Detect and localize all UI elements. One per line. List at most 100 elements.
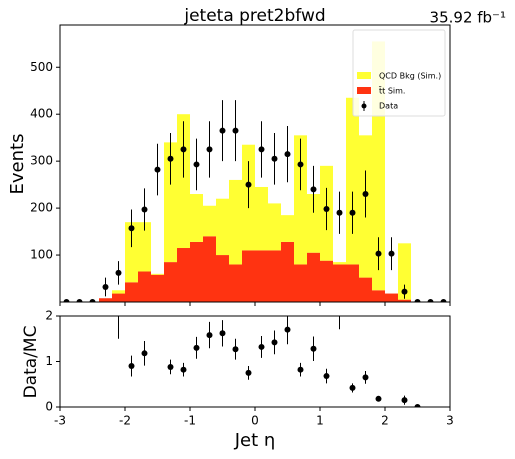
ratio-point bbox=[128, 363, 135, 370]
ratio-point bbox=[219, 330, 226, 337]
hist-bar bbox=[372, 290, 385, 302]
y-tick-label: 400 bbox=[30, 107, 53, 121]
data-point bbox=[128, 225, 135, 232]
ratio-y-axis-label: Data/MC bbox=[21, 326, 41, 399]
ratio-point bbox=[206, 332, 213, 339]
hist-bar bbox=[333, 262, 346, 265]
data-point bbox=[167, 155, 174, 162]
data-point bbox=[102, 283, 109, 290]
data-point bbox=[193, 161, 200, 168]
ratio-point bbox=[232, 346, 239, 353]
data-point bbox=[180, 146, 187, 153]
x-tick-label: -3 bbox=[54, 414, 66, 428]
data-point bbox=[284, 151, 291, 158]
ratio-point bbox=[271, 339, 278, 346]
hist-bar bbox=[125, 282, 138, 302]
data-point bbox=[297, 161, 304, 168]
ratio-point bbox=[258, 343, 265, 350]
main-frame bbox=[59, 24, 451, 303]
hist-bar bbox=[151, 274, 164, 302]
ratio-point bbox=[245, 369, 252, 376]
hist-bar bbox=[398, 299, 411, 302]
hist-bar bbox=[177, 248, 190, 302]
hist-bar bbox=[190, 194, 203, 242]
legend-swatch bbox=[357, 87, 371, 94]
data-point bbox=[232, 127, 239, 134]
data-point bbox=[76, 299, 83, 302]
legend-label: QCD Bkg (Sim.) bbox=[379, 72, 441, 81]
axes: 100 200 300 400 500 0 1 2 -3 -2 -1 0 1 2 3 bbox=[30, 60, 454, 428]
legend-marker bbox=[361, 103, 367, 109]
legend-label: t̄t Sim. bbox=[378, 85, 405, 95]
hist-bar bbox=[138, 271, 151, 302]
ratio-point bbox=[167, 363, 174, 370]
data-point bbox=[63, 299, 70, 302]
hist-bar bbox=[359, 277, 372, 302]
hist-bar bbox=[333, 264, 346, 302]
data-point bbox=[362, 191, 369, 198]
data-point bbox=[401, 288, 408, 295]
data-point bbox=[141, 206, 148, 213]
hist-bar bbox=[346, 264, 359, 302]
x-tick-label: -2 bbox=[119, 414, 131, 428]
data-point bbox=[271, 155, 278, 162]
hist-bar bbox=[190, 241, 203, 302]
chart-title: jeteta pret2bfwd bbox=[183, 6, 325, 26]
legend-label: Data bbox=[379, 102, 398, 111]
hist-bar bbox=[294, 264, 307, 302]
ratio-point bbox=[284, 326, 291, 333]
hist-bar bbox=[164, 262, 177, 302]
ratio-point bbox=[193, 344, 200, 351]
y-axis-label: Events bbox=[7, 134, 28, 195]
data-point bbox=[388, 250, 395, 257]
hist-bar bbox=[151, 273, 164, 275]
hist-bar bbox=[112, 293, 125, 302]
y-tick-label: 0 bbox=[45, 400, 53, 414]
hist-bar bbox=[242, 250, 255, 302]
ratio-point bbox=[401, 397, 408, 404]
data-point bbox=[375, 250, 382, 257]
hist-bar bbox=[307, 252, 320, 302]
legend-box bbox=[352, 29, 446, 117]
data-point bbox=[336, 209, 343, 216]
hist-bar bbox=[385, 293, 398, 302]
y-tick-label: 500 bbox=[30, 60, 53, 74]
hist-bar bbox=[125, 222, 138, 283]
x-tick-label: 1 bbox=[316, 414, 324, 428]
ratio-frame bbox=[59, 315, 451, 408]
x-tick-label: 2 bbox=[381, 414, 389, 428]
ratio-point bbox=[180, 366, 187, 373]
x-tick-label: -1 bbox=[184, 414, 196, 428]
ratio-point bbox=[297, 366, 304, 373]
ratio-point bbox=[414, 404, 421, 407]
hist-bar bbox=[398, 243, 411, 300]
hist-bar bbox=[268, 203, 281, 251]
hist-bar bbox=[164, 142, 177, 263]
hist-bar bbox=[268, 250, 281, 302]
ratio-point bbox=[323, 373, 330, 380]
y-tick-label: 300 bbox=[30, 154, 53, 168]
hist-bar bbox=[229, 179, 242, 265]
data-point bbox=[349, 209, 356, 216]
x-axis-label: Jet η bbox=[234, 430, 276, 451]
main-plot bbox=[63, 41, 447, 302]
hist-bar bbox=[346, 97, 359, 265]
legend: QCD Bkg (Sim.) t̄t Sim. Data bbox=[357, 72, 441, 111]
hist-bar bbox=[203, 205, 216, 237]
ratio-point bbox=[337, 302, 343, 308]
data-point bbox=[219, 127, 226, 134]
hist-bar bbox=[294, 135, 307, 265]
x-tick-label: 3 bbox=[446, 414, 454, 428]
hist-bar bbox=[112, 290, 125, 294]
ratio-point bbox=[375, 395, 382, 402]
ratio-point bbox=[141, 350, 148, 357]
data-point bbox=[258, 146, 265, 153]
lumi-label: 35.92 fb⁻¹ bbox=[430, 9, 506, 27]
hist-bar bbox=[229, 264, 242, 302]
ratio-point bbox=[310, 345, 317, 352]
y-tick-label: 200 bbox=[30, 201, 53, 215]
legend-swatch bbox=[357, 72, 371, 79]
data-point bbox=[323, 206, 330, 213]
